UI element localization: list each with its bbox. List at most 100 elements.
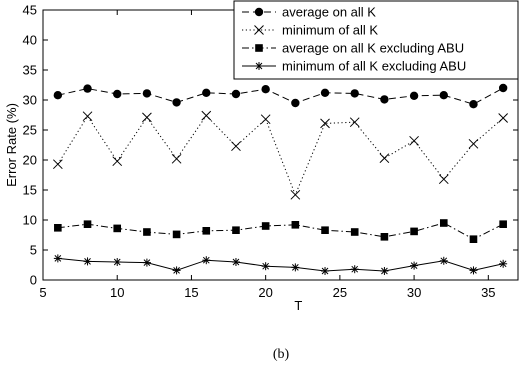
data-point <box>261 85 270 94</box>
legend-entry-label: minimum of all K <box>282 23 378 38</box>
data-point <box>82 111 93 122</box>
legend-marker <box>254 7 264 17</box>
data-point <box>320 88 330 98</box>
data-point <box>439 219 448 227</box>
data-point <box>54 224 62 232</box>
data-point <box>379 153 390 164</box>
data-point <box>202 227 211 235</box>
data-point <box>113 224 122 233</box>
y-tick-label: 40 <box>23 33 37 48</box>
data-point <box>172 98 181 107</box>
x-tick-label: 10 <box>110 285 124 300</box>
series-line <box>57 222 504 240</box>
data-point <box>499 259 508 268</box>
data-point <box>231 141 241 152</box>
data-point <box>290 189 301 200</box>
y-tick-label: 30 <box>23 93 37 108</box>
data-point <box>142 89 152 98</box>
data-point <box>83 220 92 228</box>
data-point <box>350 89 359 98</box>
x-tick-label: 15 <box>184 285 198 300</box>
data-point <box>261 262 270 271</box>
data-point <box>380 95 389 104</box>
data-point <box>112 156 123 167</box>
data-point <box>498 113 509 123</box>
data-point <box>469 266 478 275</box>
data-point <box>83 84 92 93</box>
data-point <box>350 265 359 274</box>
data-point <box>231 89 241 99</box>
data-point <box>53 91 63 100</box>
data-point <box>410 261 419 270</box>
legend-marker <box>255 44 263 52</box>
data-point <box>202 256 211 265</box>
series-2 <box>52 110 509 200</box>
data-point <box>439 256 448 265</box>
data-point <box>498 83 508 93</box>
legend-entry-label: average on all K <box>282 5 376 20</box>
data-point <box>142 258 151 267</box>
data-point <box>438 174 449 185</box>
data-point <box>260 114 271 125</box>
legend-entry-label: minimum of all K excluding ABU <box>282 59 466 74</box>
data-point <box>53 254 62 263</box>
data-point <box>380 233 389 241</box>
data-point <box>349 117 360 128</box>
data-point <box>113 89 122 99</box>
data-point <box>172 266 181 275</box>
data-point <box>83 257 92 266</box>
data-point <box>320 118 330 129</box>
data-point <box>321 267 330 275</box>
y-tick-label: 20 <box>23 153 37 168</box>
x-tick-label: 20 <box>258 285 272 300</box>
data-point <box>52 159 63 170</box>
legend: average on all K minimum of all K average … <box>233 0 519 80</box>
data-point <box>142 112 152 123</box>
series-4 <box>53 254 508 275</box>
x-tick-label: 30 <box>407 285 421 300</box>
data-point <box>350 228 359 236</box>
data-point <box>469 100 478 109</box>
data-point <box>380 267 389 275</box>
data-point <box>291 98 300 108</box>
data-point <box>171 153 182 164</box>
x-tick-label: 5 <box>39 285 46 300</box>
data-point <box>172 230 181 239</box>
data-point <box>409 91 419 101</box>
data-point <box>291 263 300 272</box>
y-tick-label: 5 <box>30 243 37 258</box>
series-1 <box>53 83 508 109</box>
data-point <box>468 138 479 149</box>
data-point <box>291 221 300 229</box>
y-tick-label: 45 <box>23 3 37 18</box>
data-point <box>143 228 151 236</box>
data-point <box>232 226 240 234</box>
data-point <box>499 220 507 228</box>
series-line <box>57 87 504 105</box>
series-line <box>57 114 504 197</box>
data-point <box>439 91 448 100</box>
data-point <box>410 227 418 236</box>
data-point <box>409 135 419 146</box>
y-tick-label: 35 <box>23 63 37 78</box>
data-point <box>261 222 270 230</box>
data-point <box>201 110 212 121</box>
data-point <box>469 235 478 243</box>
data-point <box>202 88 211 98</box>
y-tick-label: 0 <box>30 273 37 288</box>
legend-box <box>233 0 519 80</box>
legend-marker <box>255 62 263 70</box>
series-3 <box>54 219 507 243</box>
data-point <box>113 258 122 266</box>
legend-marker <box>254 25 264 35</box>
y-axis-label: Error Rate (%) <box>4 103 19 187</box>
x-axis-label: T <box>294 298 302 313</box>
figure-caption: (b) <box>273 347 290 362</box>
y-tick-label: 25 <box>23 123 37 138</box>
series-line <box>57 257 504 272</box>
legend-entry-label: average on all K excluding ABU <box>282 41 464 56</box>
data-point <box>231 258 240 266</box>
x-tick-label: 35 <box>481 285 495 300</box>
